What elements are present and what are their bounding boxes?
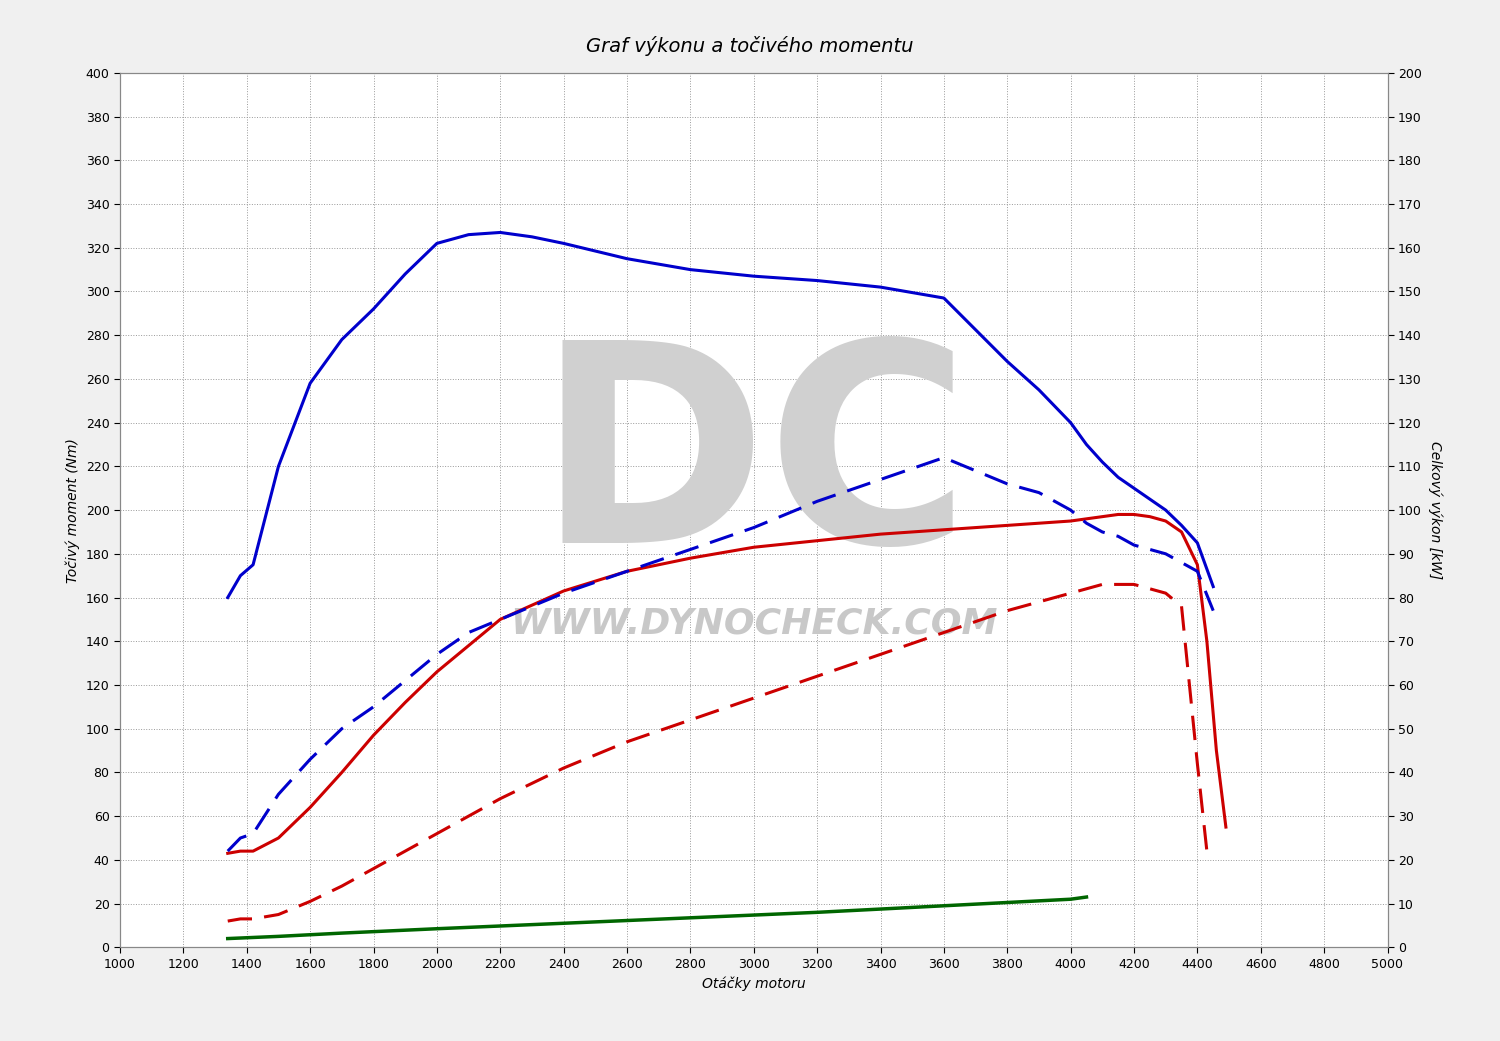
X-axis label: Otáčky motoru: Otáčky motoru	[702, 976, 806, 991]
Text: WWW.DYNOCHECK.COM: WWW.DYNOCHECK.COM	[510, 607, 998, 641]
Y-axis label: Točivý moment (Nm): Točivý moment (Nm)	[66, 437, 80, 583]
Y-axis label: Celkový výkon [kW]: Celkový výkon [kW]	[1428, 441, 1443, 579]
Text: Graf výkonu a točivého momentu: Graf výkonu a točivého momentu	[586, 36, 914, 56]
Text: DC: DC	[537, 331, 970, 602]
